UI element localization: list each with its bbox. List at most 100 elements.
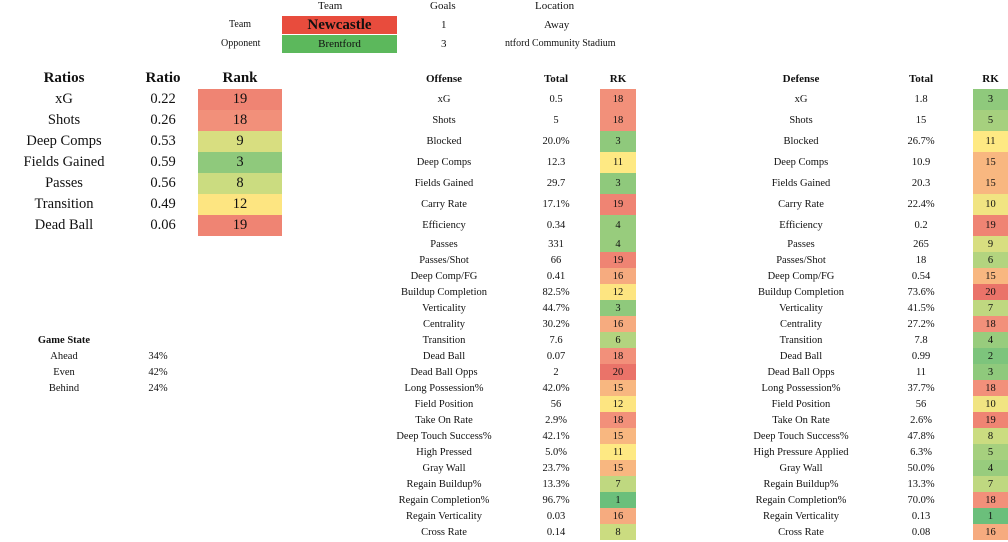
- defense-stat-total: 6.3%: [910, 446, 932, 458]
- offense-row: xG 0.5 18: [376, 89, 636, 110]
- defense-row: Efficiency 0.2 19: [733, 215, 1008, 236]
- offense-stat-name: Cross Rate: [421, 526, 467, 538]
- defense-row: Blocked 26.7% 11: [733, 131, 1008, 152]
- defense-stat-name: Dead Ball Opps: [767, 366, 835, 378]
- defense-row: Regain Completion% 70.0% 18: [733, 492, 1008, 508]
- offense-header-row: Offense Total RK: [376, 68, 636, 89]
- defense-stat-total: 0.99: [911, 350, 931, 362]
- defense-stat-total: 0.13: [911, 510, 931, 522]
- header-team-col: Team: [318, 0, 343, 12]
- offense-stat-total: 0.03: [546, 510, 566, 522]
- offense-row: Dead Ball 0.07 18: [376, 348, 636, 364]
- defense-header-rk: RK: [982, 72, 999, 85]
- team-label: Team: [229, 19, 252, 30]
- opponent-name: Brentford: [282, 35, 397, 53]
- offense-stat-name: Take On Rate: [415, 414, 473, 426]
- defense-stat-name: Regain Verticality: [763, 510, 839, 522]
- defense-stat-total: 26.7%: [907, 136, 935, 147]
- offense-stat-name: Shots: [432, 115, 456, 126]
- defense-stat-name: Blocked: [783, 136, 819, 147]
- offense-stat-name: Passes: [430, 238, 458, 250]
- ratios-table: Ratios Ratio Rank xG 0.22 19 Shots 0.26 18 Dee…: [0, 68, 282, 236]
- defense-stat-rank: 5: [973, 110, 1008, 131]
- defense-stat-name: Deep Comp/FG: [767, 270, 835, 282]
- ratio-name: Fields Gained: [23, 154, 105, 170]
- defense-stat-name: Buildup Completion: [757, 286, 845, 298]
- ratios-row: Passes 0.56 8: [0, 173, 282, 194]
- offense-stat-name: Buildup Completion: [400, 286, 488, 298]
- defense-row: Deep Touch Success% 47.8% 8: [733, 428, 1008, 444]
- offense-stat-total: 56: [550, 398, 562, 410]
- ratio-name: Passes: [45, 175, 83, 191]
- header-goals-col: Goals: [430, 0, 456, 12]
- opponent-goals: 3: [441, 38, 447, 50]
- ratios-header-name: Ratios: [43, 70, 85, 86]
- defense-stat-rank: 3: [973, 364, 1008, 380]
- offense-stat-rank: 1: [600, 492, 636, 508]
- defense-header-total: Total: [908, 72, 934, 85]
- defense-stat-rank: 3: [973, 89, 1008, 110]
- ratio-value: 0.53: [150, 133, 176, 149]
- defense-row: Shots 15 5: [733, 110, 1008, 131]
- offense-stat-name: Regain Completion%: [398, 494, 490, 506]
- header-location-col: Location: [535, 0, 575, 12]
- offense-stat-rank: 12: [600, 396, 636, 412]
- offense-stat-name: Passes/Shot: [419, 254, 469, 266]
- offense-stat-total: 20.0%: [542, 136, 570, 147]
- defense-stat-total: 70.0%: [907, 494, 935, 506]
- defense-stat-total: 47.8%: [907, 430, 935, 442]
- offense-row: Fields Gained 29.7 3: [376, 173, 636, 194]
- defense-stat-name: Passes/Shot: [776, 254, 826, 266]
- offense-stat-rank: 19: [600, 252, 636, 268]
- offense-stat-total: 13.3%: [542, 478, 570, 490]
- defense-row: Passes/Shot 18 6: [733, 252, 1008, 268]
- ratio-name: Shots: [47, 112, 81, 128]
- offense-stat-rank: 6: [600, 332, 636, 348]
- defense-stat-rank: 15: [973, 173, 1008, 194]
- offense-stat-total: 30.2%: [542, 318, 570, 330]
- defense-row: High Pressure Applied 6.3% 5: [733, 444, 1008, 460]
- defense-stat-rank: 19: [973, 215, 1008, 236]
- game-state-value: 34%: [148, 350, 168, 362]
- defense-row: Verticality 41.5% 7: [733, 300, 1008, 316]
- defense-stat-rank: 15: [973, 268, 1008, 284]
- offense-header-total: Total: [543, 72, 569, 85]
- defense-row: Transition 7.8 4: [733, 332, 1008, 348]
- offense-stat-name: High Pressed: [416, 446, 472, 458]
- game-state-row: Ahead 34%: [0, 348, 188, 364]
- defense-stat-rank: 18: [973, 380, 1008, 396]
- defense-row: Gray Wall 50.0% 4: [733, 460, 1008, 476]
- defense-stat-rank: 9: [973, 236, 1008, 252]
- offense-stat-rank: 4: [600, 215, 636, 236]
- defense-stat-rank: 15: [973, 152, 1008, 173]
- defense-row: xG 1.8 3: [733, 89, 1008, 110]
- offense-stat-name: Centrality: [423, 318, 465, 330]
- offense-row: Long Possession% 42.0% 15: [376, 380, 636, 396]
- ratios-row: Deep Comps 0.53 9: [0, 131, 282, 152]
- ratio-value: 0.56: [150, 175, 176, 191]
- defense-stat-total: 27.2%: [907, 318, 935, 330]
- offense-row: Regain Buildup% 13.3% 7: [376, 476, 636, 492]
- defense-stat-name: Regain Buildup%: [763, 478, 839, 490]
- ratio-name: Dead Ball: [34, 217, 94, 233]
- ratios-row: Shots 0.26 18: [0, 110, 282, 131]
- defense-stat-rank: 8: [973, 428, 1008, 444]
- defense-row: Centrality 27.2% 18: [733, 316, 1008, 332]
- defense-stat-rank: 7: [973, 476, 1008, 492]
- offense-stat-rank: 19: [600, 194, 636, 215]
- offense-stat-name: Long Possession%: [404, 382, 484, 394]
- defense-stat-name: Fields Gained: [771, 178, 831, 189]
- game-state-row: Even 42%: [0, 364, 188, 380]
- offense-stat-total: 42.0%: [542, 382, 570, 394]
- offense-row: High Pressed 5.0% 11: [376, 444, 636, 460]
- ratio-rank: 3: [198, 152, 282, 173]
- offense-stat-rank: 20: [600, 364, 636, 380]
- defense-stat-name: Passes: [787, 238, 815, 250]
- defense-stat-rank: 18: [973, 492, 1008, 508]
- offense-stat-name: Deep Comp/FG: [410, 270, 478, 282]
- defense-stat-total: 7.8: [914, 334, 928, 346]
- opponent-location: ntford Community Stadium: [505, 38, 616, 49]
- opponent-label: Opponent: [221, 38, 261, 49]
- defense-header-row: Defense Total RK: [733, 68, 1008, 89]
- offense-stat-name: Carry Rate: [421, 199, 467, 210]
